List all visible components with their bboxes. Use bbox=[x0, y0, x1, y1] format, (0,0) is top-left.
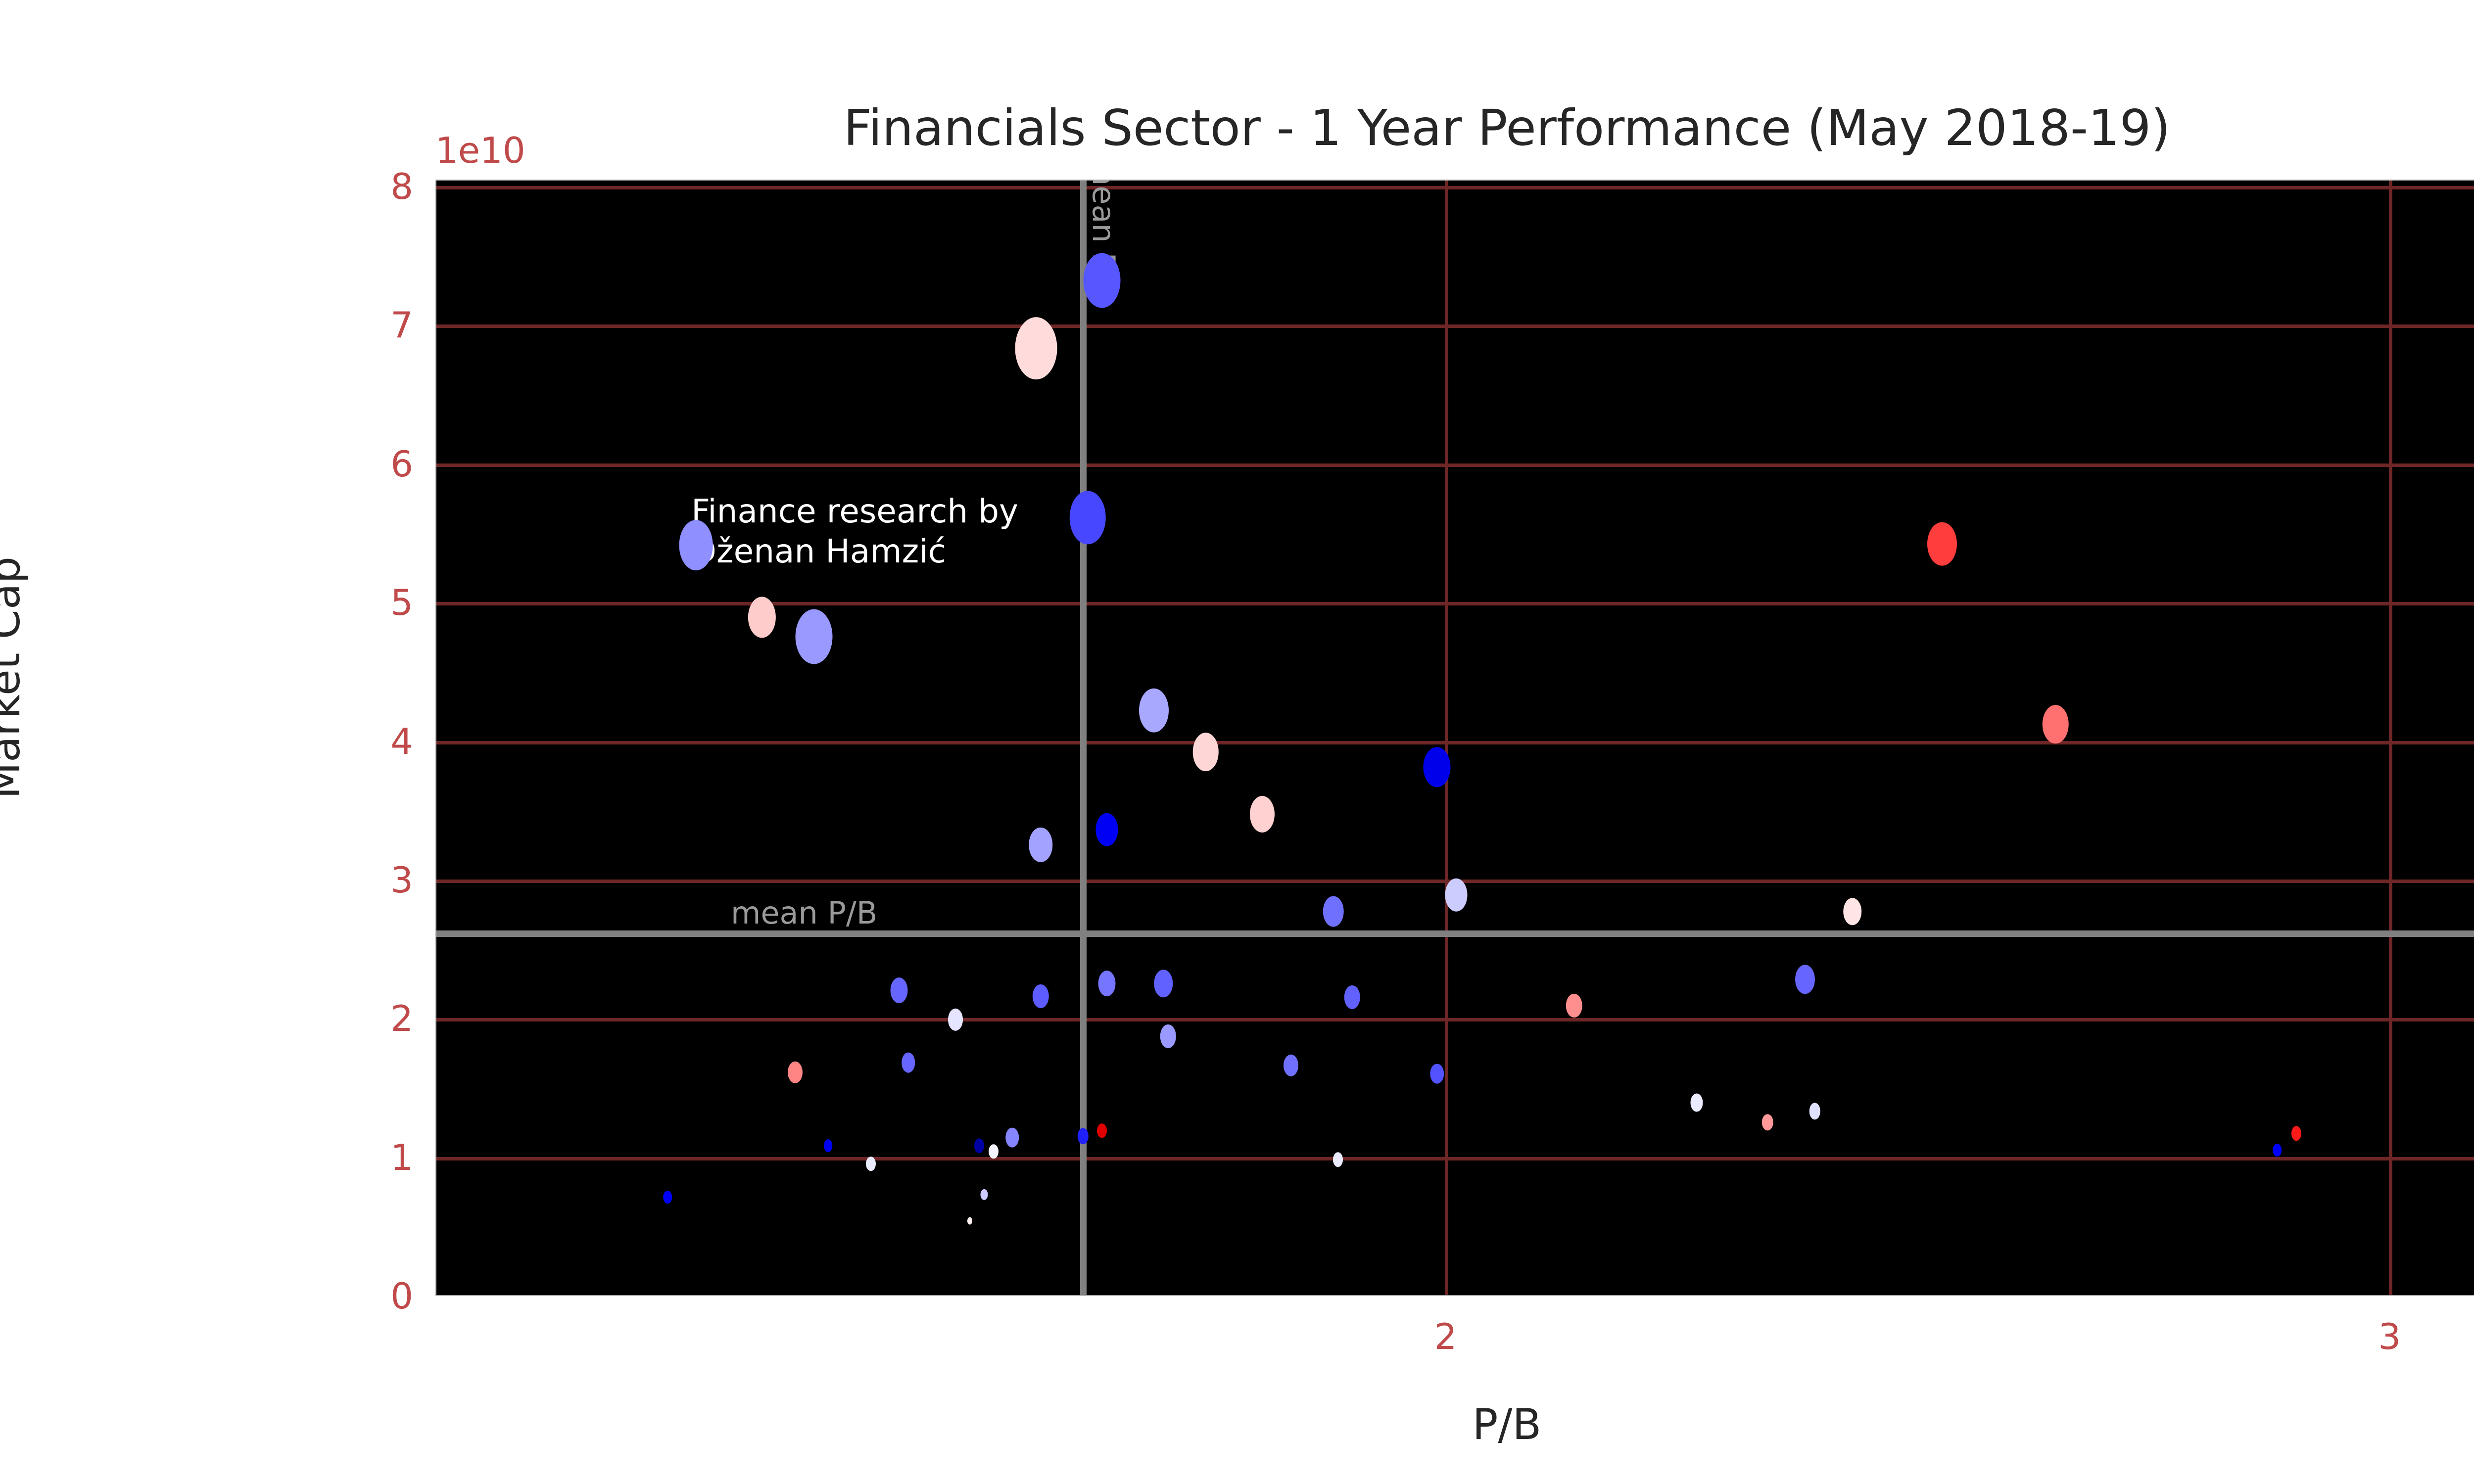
gridline-vertical bbox=[1445, 181, 1449, 1295]
y-tick-label: 0 bbox=[390, 1275, 413, 1317]
gridline-horizontal bbox=[436, 602, 2474, 606]
y-tick-label: 8 bbox=[390, 166, 413, 208]
scatter-point[interactable] bbox=[1423, 747, 1451, 788]
scatter-point[interactable] bbox=[1192, 733, 1219, 771]
y-tick-label: 1 bbox=[390, 1136, 413, 1178]
scatter-point[interactable] bbox=[1098, 971, 1116, 997]
scatter-point[interactable] bbox=[1095, 813, 1118, 846]
y-tick-label: 3 bbox=[390, 859, 413, 901]
x-axis-label: P/B bbox=[1472, 1400, 1542, 1449]
scatter-point[interactable] bbox=[679, 520, 714, 571]
scatter-point[interactable] bbox=[890, 977, 908, 1004]
gridline-horizontal bbox=[436, 186, 2474, 190]
scatter-point[interactable] bbox=[1083, 253, 1121, 308]
gridline-horizontal bbox=[436, 325, 2474, 328]
scatter-point[interactable] bbox=[865, 1157, 876, 1171]
scatter-point[interactable] bbox=[1283, 1054, 1298, 1076]
scatter-point[interactable] bbox=[1761, 1114, 1773, 1131]
chart-title: Financials Sector - 1 Year Performance (… bbox=[843, 99, 2171, 157]
scatter-point[interactable] bbox=[1795, 965, 1815, 994]
scatter-point[interactable] bbox=[1139, 688, 1169, 733]
scatter-point[interactable] bbox=[1809, 1103, 1820, 1119]
scatter-point[interactable] bbox=[1032, 984, 1049, 1008]
scatter-point[interactable] bbox=[2042, 705, 2069, 743]
mean-pb-label: mean P/B bbox=[731, 895, 878, 931]
scatter-point[interactable] bbox=[824, 1139, 833, 1153]
y-axis-label: Market Cap bbox=[0, 556, 30, 799]
scatter-point[interactable] bbox=[1333, 1152, 1343, 1167]
gridline-horizontal bbox=[436, 463, 2474, 467]
scatter-point[interactable] bbox=[1566, 994, 1582, 1018]
scatter-point[interactable] bbox=[1323, 896, 1344, 928]
scatter-point[interactable] bbox=[1843, 897, 1862, 926]
y-axis-tick-labels: 0 1 2 3 4 5 6 7 8 bbox=[307, 166, 413, 1317]
scatter-point[interactable] bbox=[748, 597, 776, 638]
scatter-point[interactable] bbox=[1160, 1024, 1176, 1048]
gridline-vertical bbox=[2389, 181, 2393, 1295]
y-tick-label: 4 bbox=[390, 720, 413, 762]
x-tick-label: 3 bbox=[2378, 1316, 2401, 1357]
credit-annotation: Finance research by Dženan Hamzić bbox=[691, 492, 1019, 570]
scatter-point[interactable] bbox=[902, 1052, 915, 1073]
scatter-point[interactable] bbox=[1690, 1093, 1703, 1112]
scatter-point[interactable] bbox=[788, 1061, 803, 1083]
y-tick-label: 7 bbox=[390, 304, 413, 346]
scatter-point[interactable] bbox=[1250, 796, 1275, 833]
scatter-point[interactable] bbox=[1070, 491, 1106, 544]
gridline-horizontal bbox=[436, 1018, 2474, 1022]
scatter-point[interactable] bbox=[2273, 1143, 2282, 1157]
scatter-point[interactable] bbox=[1077, 1128, 1089, 1145]
scatter-point[interactable] bbox=[1430, 1064, 1444, 1084]
y-tick-label: 5 bbox=[390, 582, 413, 624]
scatter-point[interactable] bbox=[1029, 827, 1052, 863]
scatter-point[interactable] bbox=[988, 1144, 999, 1159]
y-tick-label: 6 bbox=[390, 443, 413, 485]
scatter-point[interactable] bbox=[1005, 1127, 1019, 1148]
mean-pb-reference-line bbox=[436, 930, 2474, 937]
scatter-point[interactable] bbox=[795, 609, 833, 664]
scatter-point[interactable] bbox=[2291, 1126, 2301, 1141]
scatter-point[interactable] bbox=[1154, 970, 1173, 998]
scatter-point[interactable] bbox=[1927, 522, 1957, 566]
scatter-point[interactable] bbox=[1445, 878, 1468, 912]
scatter-point[interactable] bbox=[1344, 985, 1360, 1010]
gridline-horizontal bbox=[436, 741, 2474, 744]
gridline-horizontal bbox=[436, 1157, 2474, 1160]
x-tick-label: 2 bbox=[1434, 1316, 1457, 1357]
mean-pe-reference-line bbox=[1080, 181, 1087, 1295]
scatter-point[interactable] bbox=[980, 1189, 988, 1200]
scatter-point[interactable] bbox=[663, 1191, 672, 1204]
scatter-point[interactable] bbox=[948, 1009, 963, 1031]
scatter-plot-area[interactable]: mean P/E mean P/B Finance research by Džen… bbox=[435, 180, 2474, 1296]
y-tick-label: 2 bbox=[390, 998, 413, 1040]
scatter-point[interactable] bbox=[1015, 317, 1057, 380]
scatter-point[interactable] bbox=[974, 1138, 985, 1154]
y-axis-offset-text: 1e10 bbox=[435, 130, 525, 171]
scatter-point[interactable] bbox=[967, 1217, 972, 1225]
scatter-point[interactable] bbox=[1097, 1123, 1107, 1138]
